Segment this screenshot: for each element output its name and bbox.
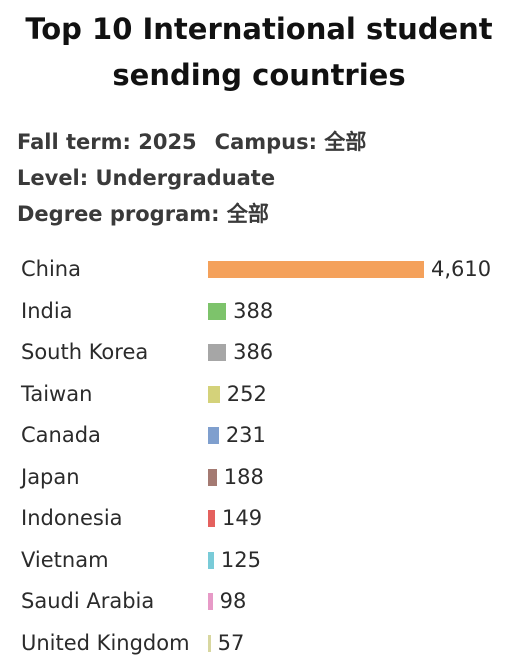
bar-row: India 388 — [0, 291, 518, 333]
value-label: 188 — [223, 464, 264, 489]
bar-row: Canada 231 — [0, 415, 518, 457]
bar-row: Saudi Arabia 98 — [0, 581, 518, 623]
category-label: United Kingdom — [21, 630, 190, 655]
degree-program-filter: Degree program: 全部 — [17, 202, 269, 226]
bar-row: South Korea 386 — [0, 332, 518, 374]
bar-row: Taiwan 252 — [0, 374, 518, 416]
value-label: 149 — [221, 506, 263, 530]
value-label: 57 — [217, 630, 245, 655]
filter-summary: Fall term: 2025 Campus: 全部 Level: Undergr… — [17, 124, 366, 232]
fall-term-filter: Fall term: 2025 — [17, 130, 197, 154]
campus-filter: Campus: 全部 — [214, 130, 367, 154]
value-label: 98 — [219, 589, 247, 613]
category-label: Japan — [21, 464, 80, 489]
value-label: 386 — [233, 340, 274, 364]
bar[interactable] — [208, 261, 424, 278]
category-label: Taiwan — [21, 381, 93, 406]
category-label: Canada — [21, 423, 101, 447]
bar[interactable] — [208, 510, 215, 527]
bar-chart: China 4,610 India 388 South Korea 386 Taiwan 25… — [0, 249, 518, 664]
level-filter: Level: Undergraduate — [17, 166, 276, 190]
bar[interactable] — [208, 302, 227, 320]
bar[interactable] — [208, 344, 227, 361]
bar[interactable] — [208, 385, 220, 403]
chart-title-line-2: sending countries — [112, 58, 406, 92]
bar-row: Japan 188 — [0, 457, 518, 499]
category-label: Saudi Arabia — [21, 589, 155, 613]
bar-row: Indonesia 149 — [0, 498, 518, 540]
value-label: 231 — [225, 423, 266, 447]
category-label: South Korea — [21, 340, 149, 364]
value-label: 252 — [226, 381, 267, 406]
bar[interactable] — [208, 551, 214, 569]
bar[interactable] — [208, 634, 211, 652]
bar-row: China 4,610 — [0, 249, 518, 291]
category-label: Indonesia — [21, 506, 123, 530]
bar-row: United Kingdom 57 — [0, 623, 518, 665]
chart-title: Top 10 International student sending cou… — [0, 6, 518, 98]
category-label: Vietnam — [21, 547, 109, 572]
value-label: 4,610 — [431, 257, 492, 281]
category-label: India — [21, 298, 73, 323]
value-label: 125 — [220, 547, 261, 572]
bar-row: Vietnam 125 — [0, 540, 518, 582]
bar[interactable] — [208, 468, 217, 486]
category-label: China — [21, 257, 81, 281]
bar[interactable] — [208, 427, 219, 444]
filter-line-1: Fall term: 2025 Campus: 全部 — [17, 124, 366, 160]
value-label: 388 — [233, 298, 274, 323]
chart-title-line-1: Top 10 International student — [25, 12, 493, 46]
bar[interactable] — [208, 593, 213, 610]
